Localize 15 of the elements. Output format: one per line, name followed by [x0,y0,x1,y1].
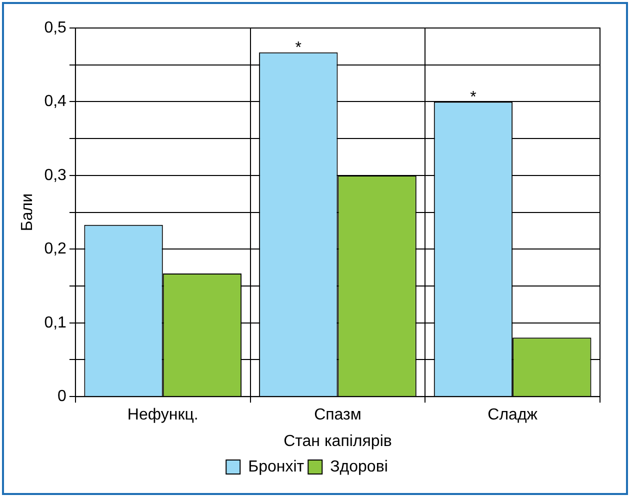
y-tick-label: 0,2 [44,240,67,258]
legend-label: Бронхіт [248,458,305,476]
y-tick-label: 0,1 [44,314,67,332]
x-tick-label: Спазм [314,406,362,424]
x-tick-label: Сладж [488,406,538,424]
y-tick-label: 0,5 [44,19,67,36]
x-tick-label: Нефункц. [127,406,198,424]
annotation: * [470,89,476,106]
y-tick-label: 0,4 [44,93,67,110]
legend-label: Здорові [330,458,388,476]
y-tick-label: 0,3 [44,166,67,184]
y-axis-title: Бали [19,193,36,232]
y-tick-label: 0 [58,388,67,406]
x-axis-title: Стан капілярів [284,432,392,450]
annotation: * [295,40,302,57]
